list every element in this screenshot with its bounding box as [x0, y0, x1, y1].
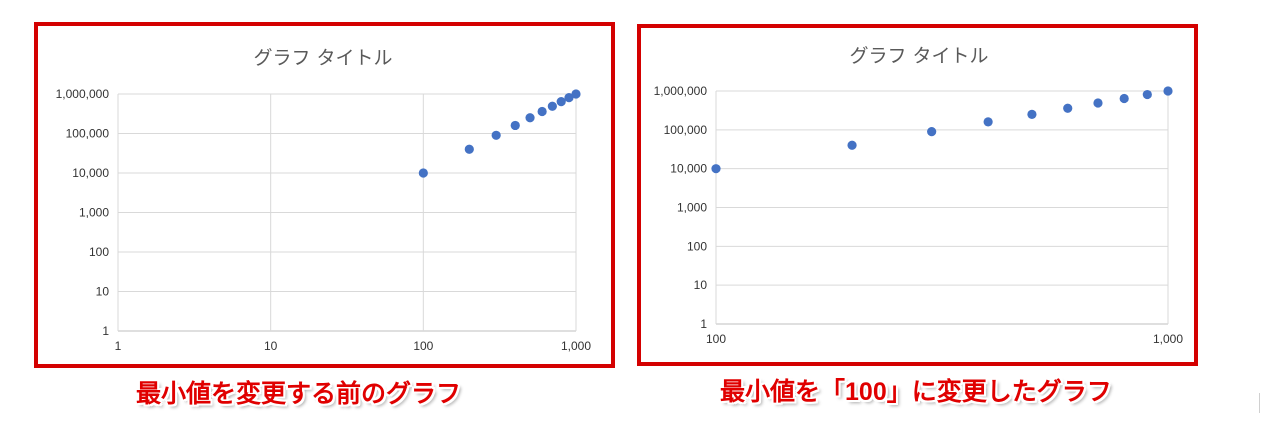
y-tick-label: 100: [687, 239, 707, 253]
caption-after-prefix: 最小値を「: [720, 377, 846, 406]
data-point: [1163, 86, 1173, 96]
caption-before: 最小値を変更する前のグラフ: [136, 379, 462, 408]
y-tick-label: 100,000: [66, 127, 110, 141]
y-tick-label: 10,000: [72, 166, 109, 180]
y-tick-label: 1,000: [79, 206, 109, 220]
x-tick-label: 10: [264, 339, 278, 353]
data-point: [571, 89, 581, 99]
y-tick-label: 10: [96, 285, 110, 299]
x-tick-label: 100: [706, 332, 726, 346]
data-point: [491, 130, 501, 140]
scatter-chart-before: グラフ タイトル 1 10 100 1,000 10,000 100,000 1,000,00…: [56, 47, 592, 353]
x-tick-label: 1,000: [1153, 332, 1183, 346]
data-point: [1119, 93, 1129, 104]
y-tick-label: 1: [102, 324, 109, 338]
chart-title: グラフ タイトル: [253, 47, 392, 69]
chart-title: グラフ タイトル: [849, 45, 988, 67]
data-point: [711, 164, 721, 174]
data-point: [1063, 103, 1073, 113]
data-point: [927, 127, 937, 137]
data-point: [1142, 89, 1152, 100]
caption-after: 最小値を「100」に変更したグラフ: [720, 372, 1112, 408]
data-point: [418, 168, 428, 178]
data-point: [1093, 98, 1103, 108]
data-point: [464, 144, 474, 154]
data-point: [525, 113, 535, 123]
data-point: [556, 97, 566, 107]
y-tick-label: 10,000: [670, 162, 707, 176]
data-point: [847, 140, 857, 150]
x-tick-label: 100: [413, 339, 433, 353]
y-tick-label: 1: [700, 317, 707, 331]
data-point: [510, 120, 520, 131]
data-point: [983, 117, 993, 127]
x-tick-label: 1,000: [561, 339, 591, 353]
y-tick-label: 1,000,000: [654, 84, 708, 98]
caption-after-value: 100: [845, 378, 887, 406]
scatter-chart-after: グラフ タイトル 1 10 100 1,000 10,000 100,000 1,000,00…: [654, 45, 1184, 346]
y-tick-label: 1,000: [677, 201, 707, 215]
chart-panel-after: グラフ タイトル 1 10 100 1,000 10,000 100,000 1,000,00…: [637, 24, 1198, 366]
x-tick-label: 1: [115, 339, 122, 353]
caption-after-suffix: 」に変更したグラフ: [886, 377, 1112, 406]
data-point: [1027, 109, 1037, 119]
y-tick-label: 100,000: [664, 123, 708, 137]
y-tick-label: 100: [89, 245, 109, 259]
data-point: [537, 106, 547, 117]
edge-divider: [1259, 393, 1260, 413]
data-point: [564, 93, 574, 103]
y-tick-label: 1,000,000: [56, 87, 110, 101]
data-point: [547, 101, 557, 111]
y-tick-label: 10: [694, 278, 708, 292]
chart-panel-before: グラフ タイトル 1 10 100 1,000 10,000 100,000 1,000,00…: [34, 22, 615, 368]
